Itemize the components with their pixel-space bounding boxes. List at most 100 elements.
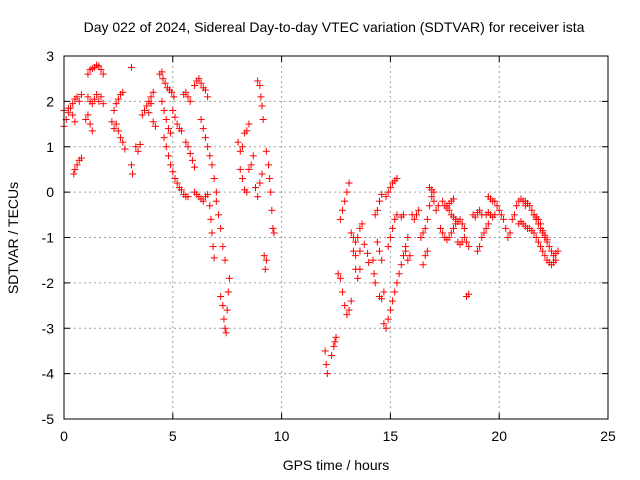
data-point bbox=[426, 202, 434, 210]
data-point bbox=[330, 342, 338, 350]
data-point bbox=[199, 197, 207, 205]
data-point bbox=[210, 254, 218, 262]
data-point bbox=[258, 102, 266, 110]
data-point bbox=[88, 127, 96, 135]
data-point bbox=[332, 333, 340, 341]
data-point bbox=[339, 206, 347, 214]
data-point bbox=[197, 79, 205, 87]
data-point bbox=[386, 184, 394, 192]
data-point bbox=[484, 220, 492, 228]
plot-frame bbox=[63, 55, 609, 420]
data-point bbox=[127, 63, 135, 71]
data-point bbox=[188, 156, 196, 164]
x-tick-label: 15 bbox=[383, 428, 399, 444]
data-point bbox=[513, 202, 521, 210]
data-point bbox=[84, 70, 92, 78]
data-point bbox=[352, 252, 360, 260]
data-point bbox=[386, 306, 394, 314]
data-point bbox=[543, 236, 551, 244]
data-point bbox=[328, 351, 336, 359]
data-point bbox=[201, 134, 209, 142]
data-point bbox=[370, 270, 378, 278]
data-point bbox=[147, 100, 155, 108]
data-point bbox=[119, 138, 127, 146]
data-point bbox=[220, 315, 228, 323]
data-point bbox=[64, 104, 72, 112]
data-point bbox=[262, 147, 270, 155]
data-point bbox=[127, 161, 135, 169]
data-point bbox=[270, 229, 278, 237]
data-point bbox=[534, 215, 542, 223]
data-point bbox=[534, 238, 542, 246]
data-point bbox=[208, 161, 216, 169]
data-point bbox=[261, 265, 269, 273]
data-point bbox=[386, 234, 394, 241]
data-point bbox=[260, 252, 268, 260]
data-point bbox=[508, 215, 516, 223]
data-point bbox=[378, 295, 386, 303]
data-point bbox=[71, 165, 79, 173]
data-point bbox=[391, 215, 399, 223]
data-point bbox=[399, 252, 407, 260]
y-tick-label: -4 bbox=[42, 366, 55, 382]
data-point bbox=[364, 249, 372, 257]
data-point bbox=[465, 290, 473, 298]
data-point bbox=[356, 247, 364, 255]
data-point bbox=[212, 197, 220, 205]
data-point bbox=[460, 224, 468, 232]
data-point bbox=[545, 243, 553, 251]
y-tick-label: 3 bbox=[46, 48, 54, 64]
data-point bbox=[343, 311, 351, 319]
axis-ticks: 0 5 10 15 20 25 -5 -4 -3 -2 -1 0 1 2 3 bbox=[42, 48, 616, 444]
data-point bbox=[369, 256, 377, 264]
data-point bbox=[415, 206, 423, 214]
data-point bbox=[347, 229, 355, 237]
data-point bbox=[99, 100, 107, 108]
data-point bbox=[554, 247, 562, 255]
data-point bbox=[114, 95, 122, 103]
data-point bbox=[207, 215, 215, 223]
data-point bbox=[510, 211, 518, 219]
y-tick-label: 0 bbox=[46, 184, 54, 200]
data-point bbox=[380, 288, 388, 296]
data-point bbox=[382, 193, 390, 201]
data-point bbox=[173, 120, 181, 128]
data-point bbox=[262, 256, 270, 264]
data-point bbox=[528, 206, 536, 214]
data-point bbox=[423, 215, 431, 223]
data-point bbox=[476, 206, 484, 214]
data-point bbox=[75, 97, 83, 105]
data-point bbox=[162, 116, 170, 124]
data-point bbox=[178, 186, 186, 194]
data-point bbox=[110, 106, 118, 114]
data-point bbox=[73, 161, 81, 169]
data-point bbox=[391, 288, 399, 296]
data-point bbox=[504, 234, 512, 241]
data-point bbox=[158, 68, 166, 76]
data-point bbox=[82, 116, 90, 124]
data-point bbox=[552, 256, 560, 264]
data-point bbox=[164, 152, 172, 160]
data-point bbox=[245, 120, 253, 128]
data-point bbox=[345, 306, 353, 314]
data-point bbox=[97, 66, 105, 74]
data-point bbox=[323, 370, 331, 378]
data-point bbox=[259, 116, 267, 124]
data-point bbox=[331, 338, 339, 346]
grid bbox=[64, 56, 608, 419]
data-point bbox=[222, 329, 230, 337]
data-point bbox=[321, 347, 329, 355]
data-point bbox=[208, 229, 216, 237]
data-point bbox=[225, 274, 233, 282]
data-points bbox=[60, 61, 562, 378]
data-point bbox=[541, 252, 549, 260]
data-point bbox=[143, 102, 151, 110]
data-point bbox=[432, 206, 440, 214]
data-point bbox=[339, 288, 347, 296]
data-point bbox=[214, 211, 222, 219]
data-point bbox=[238, 143, 246, 151]
data-point bbox=[112, 100, 120, 108]
x-tick-label: 20 bbox=[491, 428, 507, 444]
data-point bbox=[160, 134, 168, 142]
data-point bbox=[243, 188, 251, 196]
